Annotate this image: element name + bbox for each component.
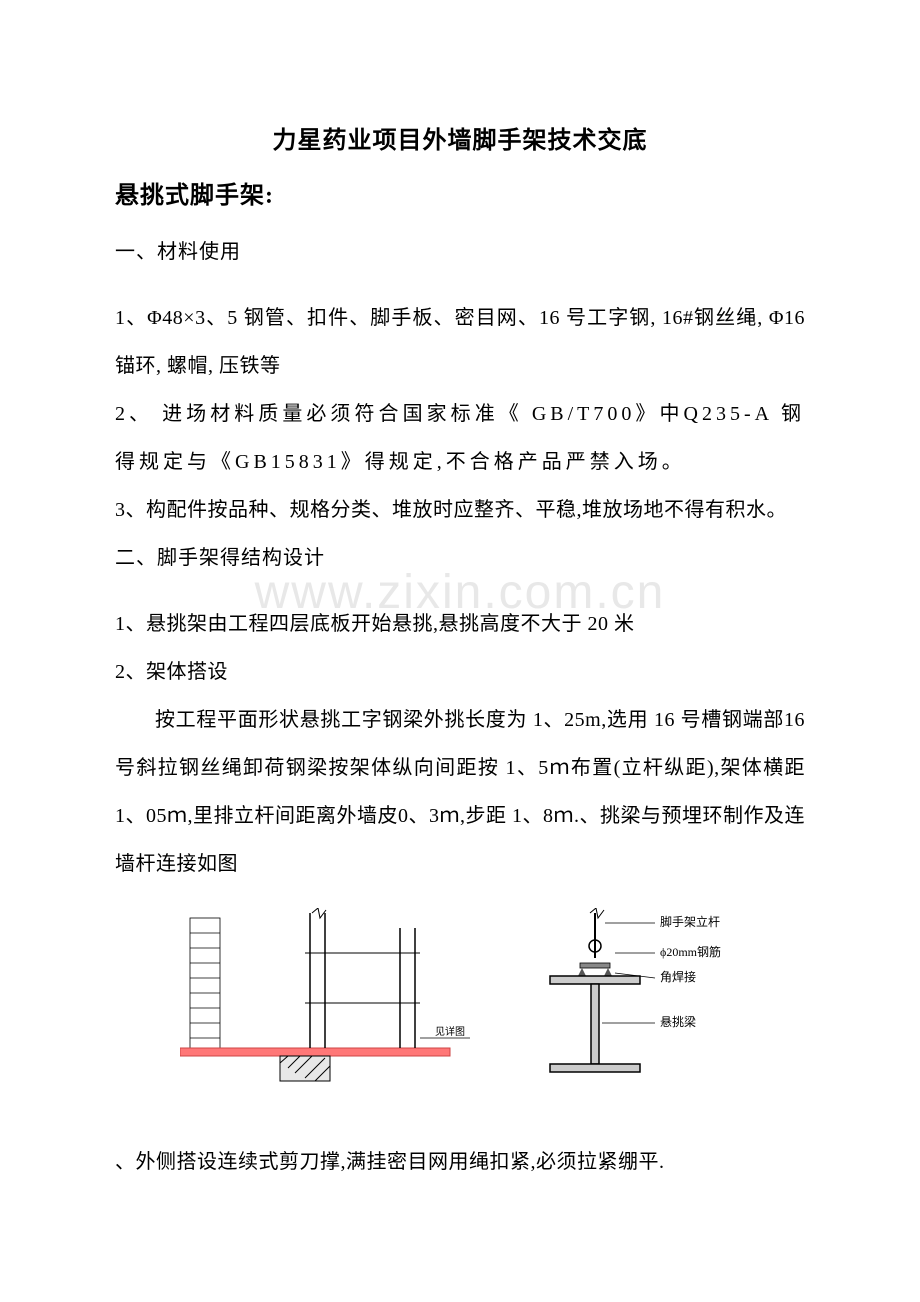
diagram-right-ibeam: 脚手架立杆 ϕ20mm钢筋 角焊接 悬挑梁 bbox=[520, 908, 740, 1108]
diagram-detail-label: 见详图 bbox=[435, 1025, 465, 1038]
label-beam: 悬挑梁 bbox=[660, 1014, 696, 1029]
section1-item2: 2、 进场材料质量必须符合国家标准《 GB/T700》中Q235-A 钢得规定与… bbox=[115, 390, 805, 486]
section2-item1: 1、悬挑架由工程四层底板开始悬挑,悬挑高度不大于 20 米 bbox=[115, 600, 805, 648]
label-pole: 脚手架立杆 bbox=[660, 914, 720, 929]
document-title: 力星药业项目外墙脚手架技术交底 bbox=[115, 120, 805, 155]
section1-item3: 3、构配件按品种、规格分类、堆放时应整齐、平稳,堆放场地不得有积水。 bbox=[115, 486, 805, 534]
section2-para2: 、外侧搭设连续式剪刀撑,满挂密目网用绳扣紧,必须拉紧绷平. bbox=[115, 1138, 805, 1186]
section1-item1: 1、Φ48×3、5 钢管、扣件、脚手板、密目网、16 号工字钢, 16#钢丝绳,… bbox=[115, 294, 805, 390]
label-rebar: ϕ20mm钢筋 bbox=[660, 944, 721, 959]
document-subtitle: 悬挑式脚手架: bbox=[115, 175, 805, 210]
section2-item2: 2、架体搭设 bbox=[115, 648, 805, 696]
diagram-left-scaffold: 见详图 bbox=[180, 908, 480, 1088]
section2-heading: 二、脚手架得结构设计 bbox=[115, 534, 805, 582]
section2-para1: 按工程平面形状悬挑工字钢梁外挑长度为 1、25m,选用 16 号槽钢端部16号斜… bbox=[115, 696, 805, 888]
section1-heading: 一、材料使用 bbox=[115, 228, 805, 276]
diagram-container: 见详图 脚手架立杆 ϕ20mm钢筋 bbox=[115, 908, 805, 1108]
document-content: 力星药业项目外墙脚手架技术交底 悬挑式脚手架: 一、材料使用 1、Φ48×3、5… bbox=[115, 120, 805, 1186]
label-weld: 角焊接 bbox=[660, 969, 696, 984]
